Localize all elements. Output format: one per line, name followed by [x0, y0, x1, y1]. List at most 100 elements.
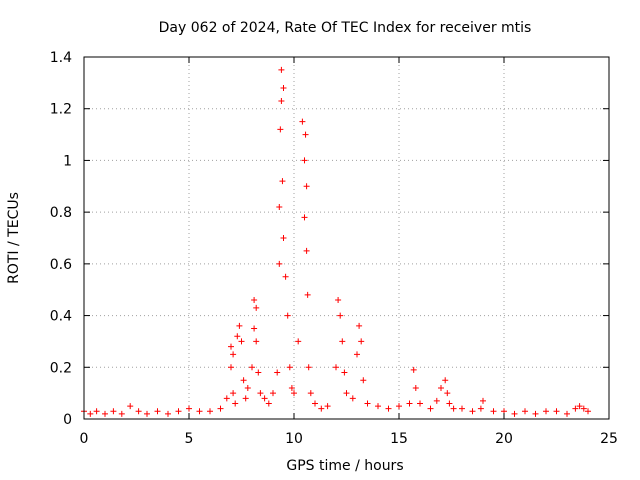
data-point [118, 410, 125, 417]
data-point [532, 410, 539, 417]
x-tick-label: 25 [600, 431, 618, 447]
grid-lines [84, 57, 609, 419]
data-point [335, 297, 342, 304]
x-tick-label: 10 [285, 431, 303, 447]
data-point [276, 203, 283, 210]
data-point [337, 312, 344, 319]
data-point [305, 364, 312, 371]
data-point [303, 183, 310, 190]
data-point [303, 247, 310, 254]
data-point [354, 351, 360, 358]
data-point [280, 235, 287, 241]
data-point [175, 408, 182, 415]
data-point [93, 408, 100, 415]
data-point [154, 408, 161, 415]
data-point [257, 390, 264, 397]
data-point [291, 390, 297, 397]
y-tick-label: 1.2 [50, 102, 72, 118]
data-point [572, 405, 579, 412]
data-point [223, 395, 230, 402]
data-point [459, 405, 465, 412]
x-tick-label: 5 [185, 431, 194, 447]
data-point [279, 178, 286, 185]
data-point [207, 408, 213, 415]
data-point [410, 366, 417, 373]
data-point [249, 364, 255, 371]
data-point [288, 384, 295, 391]
data-point [277, 126, 284, 133]
data-point [244, 384, 251, 391]
data-point [490, 408, 497, 415]
data-point [324, 403, 331, 410]
data-point [230, 351, 237, 358]
data-point [396, 403, 402, 410]
data-point [278, 66, 285, 73]
data-point [450, 405, 457, 412]
y-tick-label: 0.4 [50, 309, 72, 325]
data-point [228, 343, 234, 350]
data-point [304, 291, 311, 298]
data-point [576, 403, 583, 410]
data-point [242, 395, 249, 402]
data-point [135, 408, 142, 415]
data-point [364, 400, 371, 407]
y-tick-label: 1.4 [50, 50, 72, 66]
data-point [412, 384, 419, 391]
data-point [333, 364, 339, 371]
data-point [356, 322, 363, 329]
data-point [276, 260, 283, 267]
data-point [339, 338, 346, 345]
data-point [144, 410, 150, 417]
data-point [302, 131, 309, 138]
x-axis-ticks: 0 5 10 15 20 25 [80, 57, 618, 447]
data-point [127, 403, 134, 410]
data-point [186, 405, 192, 412]
data-point [553, 408, 560, 415]
data-point [307, 390, 314, 397]
data-point [318, 405, 325, 412]
data-point [301, 157, 308, 164]
data-point [284, 312, 291, 319]
data-point [280, 85, 287, 92]
chart-title: Day 062 of 2024, Rate Of TEC Index for r… [159, 20, 532, 36]
data-point [240, 377, 247, 384]
y-tick-label: 1 [63, 153, 72, 169]
data-point [274, 369, 281, 376]
data-point [87, 410, 94, 417]
data-point [253, 304, 260, 311]
y-tick-label: 0.8 [50, 205, 72, 221]
data-point [251, 325, 258, 332]
data-point [312, 400, 318, 407]
data-point [543, 408, 549, 415]
x-tick-label: 20 [495, 431, 513, 447]
data-point [442, 377, 449, 384]
y-tick-label: 0.2 [50, 360, 72, 376]
x-axis-label: GPS time / hours [286, 458, 403, 474]
y-axis-ticks: 0 0.2 0.4 0.6 0.8 1 1.2 1.4 [50, 50, 609, 428]
data-point [438, 384, 444, 391]
data-point [360, 377, 367, 384]
data-point [433, 397, 440, 404]
data-point [522, 408, 528, 415]
data-point [341, 369, 348, 376]
data-point [299, 118, 306, 125]
data-point [343, 390, 350, 397]
data-point [385, 405, 392, 412]
data-point [196, 408, 203, 415]
data-point [232, 400, 239, 407]
data-point [480, 397, 486, 404]
data-point [228, 364, 234, 371]
data-point [165, 410, 171, 417]
data-point [417, 400, 423, 407]
data-point [511, 410, 518, 417]
y-tick-label: 0 [63, 412, 72, 428]
data-point [238, 338, 245, 345]
data-point [301, 214, 308, 221]
data-point [255, 369, 262, 376]
x-tick-label: 15 [390, 431, 408, 447]
data-point [234, 333, 241, 340]
data-point [282, 273, 289, 280]
data-point [265, 400, 272, 407]
